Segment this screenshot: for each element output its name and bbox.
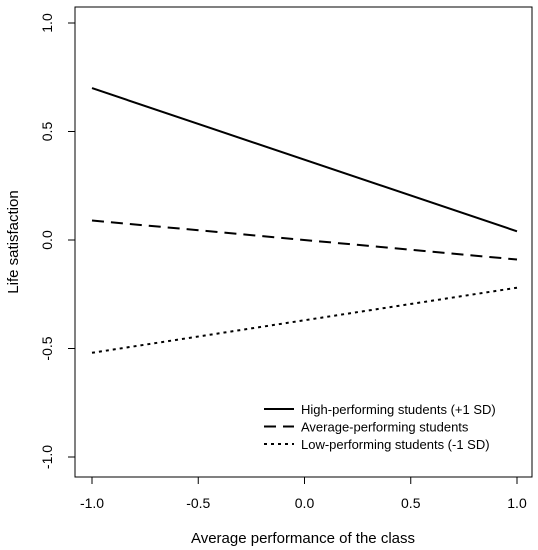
y-tick-label: -0.5 bbox=[39, 336, 55, 360]
series-line-dashed bbox=[91, 219, 518, 261]
y-tick-label: 0.0 bbox=[39, 230, 55, 250]
series-line-solid bbox=[91, 87, 518, 233]
x-axis-label: Average performance of the class bbox=[191, 530, 415, 547]
series-lines bbox=[91, 87, 518, 354]
legend-label: Average-performing students bbox=[301, 420, 469, 435]
x-tick-label: -0.5 bbox=[186, 495, 210, 511]
legend-label: Low-performing students (-1 SD) bbox=[301, 437, 490, 452]
y-tick-label: 1.0 bbox=[39, 13, 55, 33]
axes: -1.0 -0.5 0.0 0.5 1.0 -1.0 -0.5 0.0 0.5 1.0 bbox=[39, 13, 527, 511]
x-tick-label: -1.0 bbox=[80, 495, 104, 511]
x-tick-label: 0.0 bbox=[295, 495, 315, 511]
y-tick-label: 0.5 bbox=[39, 122, 55, 142]
legend: High-performing students (+1 SD) Average-… bbox=[264, 402, 496, 452]
y-tick-label: -1.0 bbox=[39, 445, 55, 469]
legend-label: High-performing students (+1 SD) bbox=[301, 402, 496, 417]
x-tick-label: 0.5 bbox=[401, 495, 421, 511]
y-axis-label: Life satisfaction bbox=[5, 190, 22, 293]
series-line-dotted bbox=[91, 286, 518, 354]
plot-frame bbox=[74, 6, 533, 478]
x-tick-label: 1.0 bbox=[507, 495, 527, 511]
